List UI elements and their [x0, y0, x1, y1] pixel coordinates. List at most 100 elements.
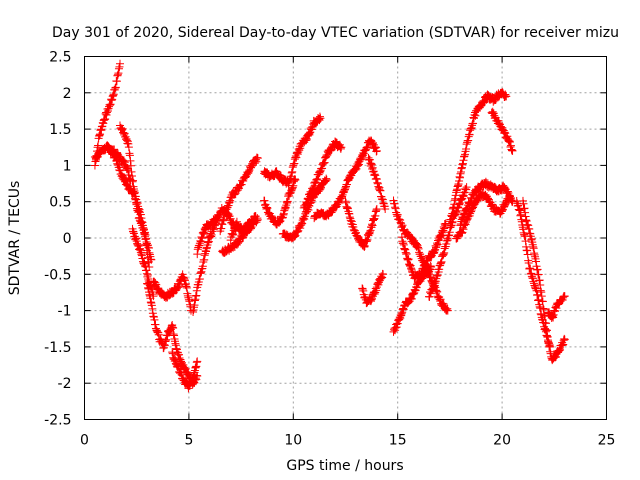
series-track: [341, 197, 381, 252]
y-tick-label: -1.5: [44, 340, 71, 356]
plus-marker: [172, 344, 181, 353]
plus-marker: [299, 213, 308, 222]
plus-marker: [232, 217, 241, 226]
plus-marker: [249, 217, 258, 226]
plus-marker: [443, 304, 452, 313]
series-track: [364, 153, 390, 213]
series-track: [487, 107, 517, 155]
plus-marker: [370, 170, 379, 179]
y-tick-label: 2: [63, 86, 72, 102]
x-tick-label: 10: [284, 433, 302, 449]
plus-marker: [488, 107, 497, 116]
plus-marker: [184, 293, 193, 302]
plus-marker: [318, 160, 327, 169]
plus-marker: [371, 171, 380, 180]
plus-marker: [534, 296, 543, 305]
plus-marker: [463, 138, 472, 147]
plus-marker: [347, 217, 356, 226]
plus-marker: [147, 301, 156, 310]
plus-marker: [172, 362, 181, 371]
plus-marker: [535, 302, 544, 311]
plus-marker: [374, 185, 383, 194]
plus-marker: [415, 248, 424, 257]
plus-marker: [406, 294, 415, 303]
plus-marker: [441, 305, 450, 314]
plus-marker: [524, 221, 533, 230]
plus-marker: [195, 241, 204, 250]
plus-marker: [506, 194, 515, 203]
plus-marker: [360, 243, 369, 252]
plus-marker: [462, 140, 471, 149]
plus-marker: [368, 163, 377, 172]
plus-marker: [194, 243, 203, 252]
plus-marker: [516, 211, 525, 220]
plus-marker: [130, 189, 139, 198]
plus-marker: [558, 341, 567, 350]
plus-marker: [414, 243, 423, 252]
y-tick-label: 0: [63, 231, 72, 247]
plus-marker: [118, 124, 127, 133]
plus-marker: [526, 264, 535, 273]
plus-marker: [125, 149, 134, 158]
plus-marker: [404, 298, 413, 307]
plus-marker: [539, 305, 548, 314]
series-track: [149, 270, 195, 315]
plus-marker: [107, 96, 116, 105]
plus-marker: [182, 283, 191, 292]
plus-marker: [126, 161, 135, 170]
plus-marker: [417, 252, 426, 261]
plus-marker: [173, 361, 182, 370]
plus-marker: [117, 123, 126, 132]
series-track: [389, 196, 452, 315]
plus-marker: [439, 250, 448, 259]
plus-marker: [506, 141, 515, 150]
x-tick-label: 20: [493, 433, 511, 449]
plus-marker: [515, 205, 524, 214]
series-track: [310, 136, 381, 223]
plus-marker: [316, 184, 325, 193]
plus-marker: [360, 241, 369, 250]
plus-marker: [524, 259, 533, 268]
plus-marker: [136, 248, 145, 257]
plus-marker: [228, 231, 237, 240]
series-track: [105, 146, 156, 264]
plus-marker: [537, 288, 546, 297]
plus-marker: [183, 291, 192, 300]
plus-marker: [136, 219, 145, 228]
plus-marker: [503, 187, 512, 196]
plus-marker: [514, 201, 523, 210]
plus-marker: [289, 161, 298, 170]
plus-marker: [523, 246, 532, 255]
plus-marker: [291, 175, 300, 184]
plus-marker: [372, 204, 381, 213]
plus-marker: [362, 237, 371, 246]
plus-marker: [534, 270, 543, 279]
series-track: [90, 59, 124, 170]
plus-marker: [290, 159, 299, 168]
series-track: [518, 196, 569, 365]
plus-marker: [136, 217, 145, 226]
plus-marker: [289, 181, 298, 190]
plus-marker: [108, 92, 117, 101]
plus-marker: [193, 357, 202, 366]
plus-marker: [150, 315, 159, 324]
plus-marker: [195, 275, 204, 284]
plus-marker: [379, 270, 388, 279]
plus-marker: [427, 263, 436, 272]
plus-marker: [545, 342, 554, 351]
x-axis-label: GPS time / hours: [286, 458, 403, 474]
plus-marker: [372, 286, 381, 295]
plus-marker: [438, 252, 447, 261]
plus-marker: [371, 288, 380, 297]
plus-marker: [322, 174, 331, 183]
plus-marker: [530, 283, 539, 292]
plus-marker: [542, 326, 551, 335]
plus-marker: [114, 64, 123, 73]
plus-marker: [213, 214, 222, 223]
plus-marker: [351, 165, 360, 174]
plus-marker: [309, 183, 318, 192]
plus-marker: [459, 152, 468, 161]
plus-marker: [225, 198, 234, 207]
grid-lines: [84, 56, 607, 420]
